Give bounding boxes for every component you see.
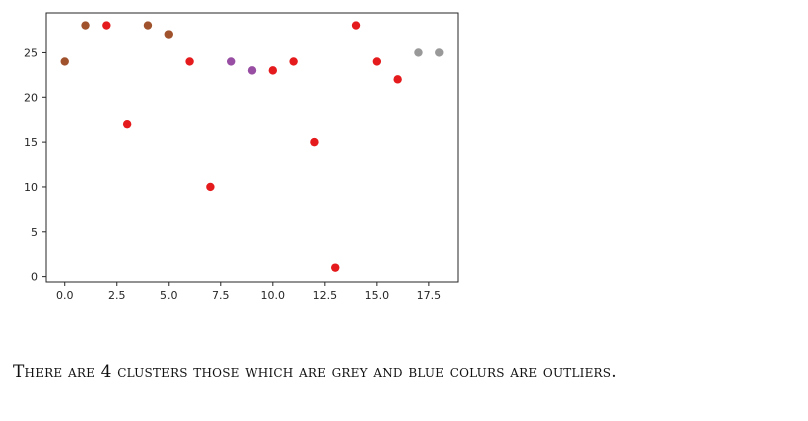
data-point-14 — [351, 21, 361, 30]
data-point-5 — [164, 30, 173, 39]
y-tick-label: 15 — [24, 136, 38, 149]
data-point-15 — [372, 57, 382, 66]
data-point-16 — [393, 75, 402, 84]
data-point-18 — [435, 48, 444, 57]
y-tick-label: 5 — [31, 226, 38, 239]
data-point-1 — [81, 21, 90, 30]
data-point-0 — [60, 57, 69, 66]
data-point-8 — [226, 57, 236, 66]
data-point-13 — [331, 263, 340, 272]
axes-layer: 0.0 2.5 5.0 7.5 10.0 12.5 15.0 17.5 0 5 10 15 20 25 — [24, 12, 459, 302]
data-point-17 — [414, 48, 423, 57]
data-point-4 — [143, 21, 153, 30]
y-tick-label: 25 — [24, 46, 38, 59]
scatter-chart: 0.0 2.5 5.0 7.5 10.0 12.5 15.0 17.5 0 5 10 15 20 25 — [24, 12, 459, 302]
x-tick-label: 17.5 — [417, 289, 442, 302]
data-point-2 — [102, 21, 111, 30]
x-tick-label: 12.5 — [313, 289, 338, 302]
x-tick-label: 2.5 — [108, 289, 126, 302]
data-point-10 — [268, 66, 278, 75]
x-tick-label: 0.0 — [56, 289, 74, 302]
data-point-9 — [247, 66, 257, 75]
x-tick-label: 7.5 — [212, 289, 230, 302]
data-point-12 — [310, 137, 319, 147]
y-tick-label: 10 — [24, 181, 38, 194]
y-tick-label: 20 — [24, 91, 38, 104]
data-point-6 — [185, 57, 194, 66]
x-tick-label: 10.0 — [261, 289, 286, 302]
x-tick-label: 15.0 — [365, 289, 390, 302]
caption-text: There are 4 clusters those which are gre… — [13, 362, 617, 382]
x-tick-label: 5.0 — [160, 289, 178, 302]
y-tick-label: 0 — [31, 271, 38, 284]
data-point-11 — [289, 57, 298, 66]
data-point-3 — [122, 119, 132, 129]
plot-frame — [45, 12, 459, 283]
data-point-7 — [206, 182, 215, 192]
points-layer — [60, 21, 444, 272]
